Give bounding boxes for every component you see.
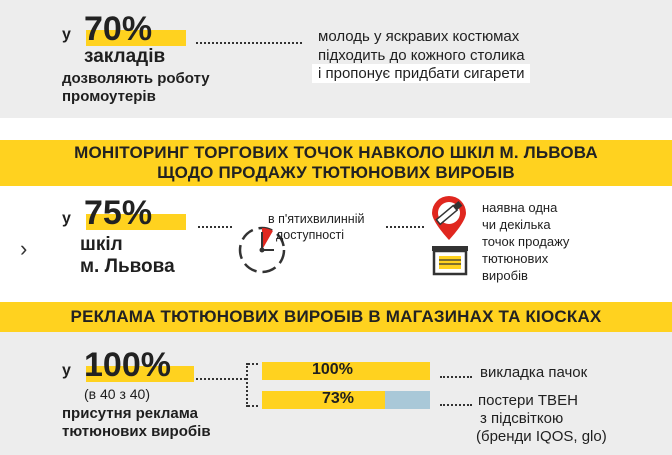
schools-connector-dots-1 (198, 226, 232, 228)
ads-prefix: у (62, 362, 71, 379)
top-panel (0, 0, 672, 118)
banner-monitoring-line2: ЩОДО ПРОДАЖУ ТЮТЮНОВИХ ВИРОБІВ (157, 163, 515, 182)
top-detail-line3-text: і пропонує придбати сигарети (318, 65, 525, 82)
banner-monitoring (0, 140, 672, 186)
ads-percent: 100% (84, 346, 171, 384)
top-percent: 70% (84, 10, 153, 48)
top-desc-line1: дозволяють роботу (62, 70, 210, 87)
bar-text-posters-line2: з підсвіткою (480, 410, 564, 427)
shop-text-line2: чи декілька (482, 217, 551, 232)
bar-rest-posters (384, 391, 430, 409)
top-detail-line1: молодь у яскравих костюмах (318, 28, 520, 45)
bar-text-packs: викладка пачок (480, 364, 588, 381)
schools-percent-highlight (86, 214, 186, 230)
banner-advertising-line1: РЕКЛАМА ТЮТЮНОВИХ ВИРОБІВ В МАГАЗИНАХ ТА… (70, 307, 602, 326)
top-prefix: у (62, 26, 71, 43)
ads-percent-highlight (86, 366, 194, 382)
schools-percent: 75% (84, 194, 153, 232)
ads-bracket-bottom (248, 405, 258, 407)
bar-row-posters: 73% (262, 390, 430, 409)
bar-label-posters: 73% (322, 390, 355, 407)
bar-text-posters-line3: (бренди IQOS, glo) (476, 428, 607, 445)
bar-fill-packs (262, 362, 430, 380)
shop-text-line1: наявна одна (482, 200, 558, 215)
bar-dots-packs (440, 376, 472, 378)
schools-connector-dots-2 (386, 226, 424, 228)
shop-text-line3: точок продажу (482, 234, 570, 249)
clock-text-line1: в п'ятихвилинній (268, 212, 365, 226)
top-detail-line3: і пропонує придбати сигарети (312, 64, 531, 83)
bar-row-packs: 100% (262, 361, 430, 380)
top-connector-dots (196, 42, 302, 44)
stopwatch-icon (238, 226, 286, 274)
bar-label-packs: 100% (312, 361, 353, 378)
schools-noun-line2: м. Львова (80, 256, 175, 277)
bar-dots-posters (440, 404, 472, 406)
ads-desc-line1: присутня реклама (62, 405, 198, 422)
shop-text-line5: виробів (482, 268, 528, 283)
top-noun: закладів (84, 46, 166, 67)
bar-fill-posters (262, 391, 385, 409)
cigarette-pin-icon (432, 196, 466, 240)
schools-prefix: у (62, 210, 71, 227)
ads-desc-line2: тютюнових виробів (62, 423, 211, 440)
schools-noun-line1: шкіл (80, 234, 123, 255)
top-percent-highlight (86, 30, 186, 46)
top-detail-line2: підходить до кожного столика (318, 47, 525, 64)
banner-advertising (0, 302, 672, 332)
ads-bracket (246, 363, 260, 407)
left-chevron-icon[interactable]: › (20, 236, 28, 261)
ads-connector-dots (196, 378, 246, 380)
top-desc-line2: промоутерів (62, 88, 156, 105)
shop-text-line4: тютюнових (482, 251, 549, 266)
ads-bracket-top (248, 363, 258, 365)
ads-sub: (в 40 з 40) (84, 386, 150, 402)
bar-text-posters-line1: постери ТВЕН (478, 392, 578, 409)
banner-monitoring-line1: МОНІТОРИНГ ТОРГОВИХ ТОЧОК НАВКОЛО ШКІЛ М… (74, 143, 598, 162)
clock-text-line2: доступності (276, 228, 344, 242)
kiosk-icon (432, 246, 468, 276)
